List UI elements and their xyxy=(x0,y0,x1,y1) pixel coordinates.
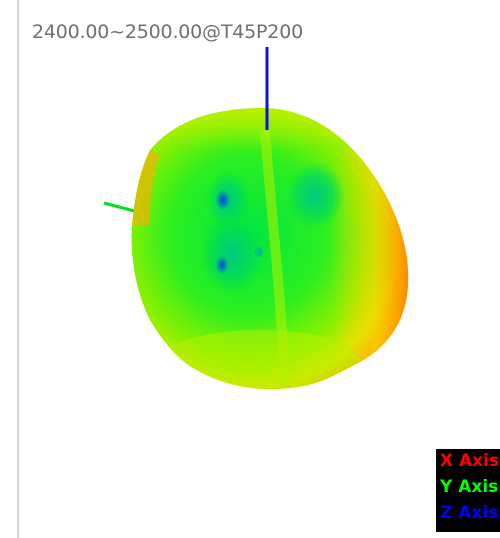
legend-x-axis: X Axis xyxy=(440,451,500,471)
axis-legend: X Axis Y Axis Z Axis xyxy=(436,449,500,532)
null-spot xyxy=(255,247,263,257)
legend-z-axis: Z Axis xyxy=(440,503,499,523)
null-spot xyxy=(215,255,229,275)
panel-divider xyxy=(17,0,19,538)
pattern-surface xyxy=(131,108,409,390)
legend-y-axis: Y Axis xyxy=(440,477,499,497)
x-axis-line xyxy=(103,201,139,214)
null-spot xyxy=(215,189,231,211)
frequency-title: 2400.00~2500.00@T45P200 xyxy=(32,21,303,43)
